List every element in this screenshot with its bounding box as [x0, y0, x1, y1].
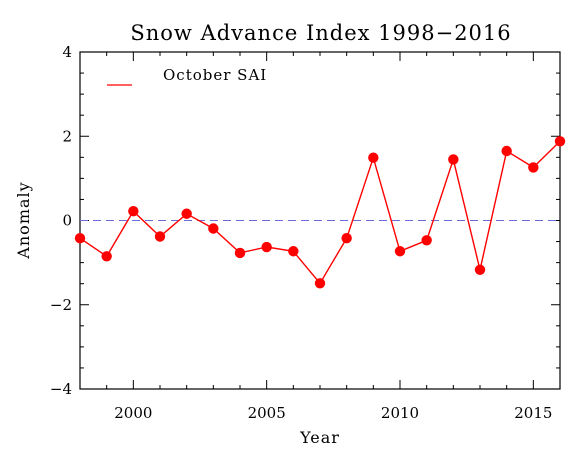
data-point [128, 206, 139, 217]
data-point [101, 251, 112, 262]
y-axis-title: Anomaly [14, 181, 33, 259]
data-point [368, 152, 379, 163]
data-point [341, 232, 352, 244]
series-october-sai [74, 136, 566, 289]
data-point [74, 232, 86, 244]
data-point [394, 246, 406, 257]
y-tick-label: 2 [62, 127, 72, 145]
series-line [79, 140, 561, 285]
data-point [448, 154, 459, 165]
y-tick-label: −2 [50, 296, 72, 314]
x-tick-label: 2000 [114, 404, 152, 422]
data-point [234, 247, 246, 259]
legend: October SAI [107, 66, 267, 86]
data-point [421, 235, 432, 246]
data-point [501, 145, 512, 157]
legend-label: October SAI [163, 66, 267, 84]
y-tick-label: 0 [62, 212, 72, 230]
data-point [314, 278, 326, 289]
data-point [261, 241, 272, 253]
data-point [288, 246, 299, 257]
data-point [554, 136, 566, 147]
y-tick-label: 4 [62, 43, 72, 61]
x-tick-label: 2010 [381, 404, 419, 422]
data-point [208, 223, 219, 234]
axis-ticks: 2000 2005 2010 2015 −4 −2 0 2 4 [50, 43, 561, 422]
x-tick-label: 2015 [514, 404, 552, 422]
y-tick-label: −4 [50, 380, 72, 398]
x-axis-title: Year [299, 428, 340, 447]
data-point [528, 162, 539, 173]
data-point [154, 231, 166, 242]
data-point [474, 264, 486, 275]
chart-title: Snow Advance Index 1998−2016 [130, 21, 511, 45]
x-tick-label: 2005 [248, 404, 286, 422]
data-point [181, 208, 192, 219]
